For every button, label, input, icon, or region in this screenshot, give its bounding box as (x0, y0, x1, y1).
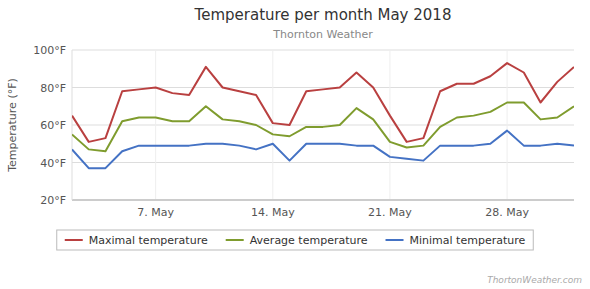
x-axis-line (72, 200, 574, 201)
x-grid-line (389, 50, 390, 200)
legend-swatch (65, 239, 83, 241)
series-line (72, 131, 574, 169)
lines (72, 63, 574, 168)
x-tick-label: 21. May (368, 206, 412, 219)
x-grid-line (272, 50, 273, 200)
y-grid-line (72, 200, 574, 201)
x-tick-label: 28. May (485, 206, 529, 219)
legend-label: Maximal temperature (89, 234, 208, 247)
y-axis-label: Temperature (°F) (6, 78, 19, 173)
legend-frame (57, 230, 534, 250)
legend-label: Average temperature (250, 234, 368, 247)
y-grid-line (72, 162, 574, 163)
y-tick-label: 100°F (33, 44, 66, 57)
watermark: ThortonWeather.com (487, 275, 582, 285)
legend-item: Minimal temperature (386, 234, 526, 247)
chart: Temperature per month May 2018 Thornton W… (0, 0, 590, 289)
x-grid-line (155, 50, 156, 200)
y-tick-label: 40°F (40, 157, 66, 170)
y-tick-label: 20°F (40, 194, 66, 207)
y-grid-line (72, 50, 574, 51)
x-tick-label: 14. May (251, 206, 295, 219)
x-grid-line (507, 50, 508, 200)
series-line (72, 63, 574, 142)
title: Temperature per month May 2018 (194, 6, 452, 24)
y-axis-line (72, 50, 73, 200)
grid (72, 50, 574, 200)
legend: Maximal temperature Average temperature Mi… (57, 230, 534, 250)
legend-item: Maximal temperature (65, 234, 208, 247)
y-tick-label: 80°F (40, 82, 66, 95)
legend-swatch (386, 239, 404, 241)
y-grid-line (72, 125, 574, 126)
legend-swatch (226, 239, 244, 241)
x-tick-label: 7. May (137, 206, 174, 219)
legend-label: Minimal temperature (410, 234, 526, 247)
y-tick-label: 60°F (40, 119, 66, 132)
subtitle: Thornton Weather (272, 28, 373, 41)
legend-item: Average temperature (226, 234, 368, 247)
